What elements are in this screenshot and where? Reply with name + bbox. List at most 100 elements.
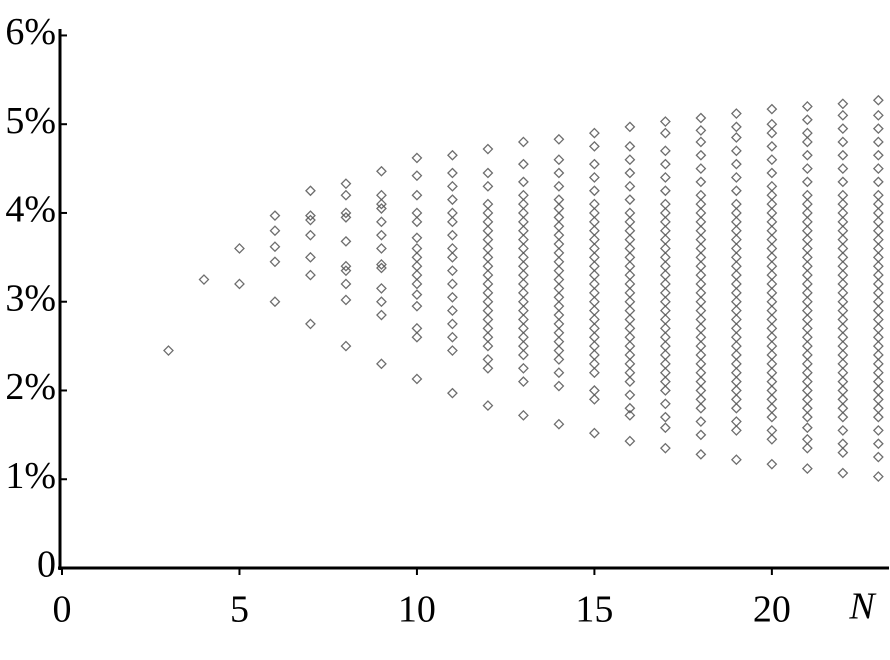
point bbox=[837, 98, 849, 110]
y-tick-label: 0 bbox=[37, 544, 56, 586]
point bbox=[588, 243, 600, 254]
point bbox=[376, 165, 387, 177]
point bbox=[872, 176, 884, 188]
point bbox=[624, 305, 636, 317]
point bbox=[411, 216, 423, 228]
point bbox=[872, 376, 884, 388]
point bbox=[588, 185, 600, 197]
point bbox=[695, 287, 707, 299]
point bbox=[269, 256, 281, 268]
point bbox=[482, 260, 494, 272]
point bbox=[447, 345, 458, 356]
point bbox=[837, 176, 849, 188]
point bbox=[482, 362, 494, 374]
point bbox=[376, 262, 387, 274]
point bbox=[801, 149, 813, 161]
point bbox=[482, 216, 494, 228]
point bbox=[553, 265, 565, 277]
point bbox=[766, 296, 778, 308]
point bbox=[659, 358, 671, 370]
point bbox=[766, 243, 778, 254]
point bbox=[376, 203, 387, 214]
point bbox=[447, 278, 458, 290]
point bbox=[730, 349, 742, 361]
point bbox=[305, 251, 316, 263]
point bbox=[624, 234, 636, 246]
point bbox=[482, 400, 494, 411]
point bbox=[695, 216, 707, 228]
point bbox=[482, 287, 494, 299]
point bbox=[624, 322, 636, 334]
point bbox=[659, 331, 671, 343]
point bbox=[553, 256, 565, 268]
point bbox=[198, 274, 210, 285]
point bbox=[837, 189, 849, 201]
point bbox=[624, 349, 636, 361]
point bbox=[695, 278, 707, 290]
point bbox=[659, 145, 671, 157]
point bbox=[695, 251, 707, 263]
point bbox=[447, 331, 458, 343]
point bbox=[837, 358, 849, 370]
point bbox=[837, 278, 849, 290]
point bbox=[482, 143, 494, 155]
point bbox=[588, 367, 600, 379]
point bbox=[730, 269, 742, 281]
point bbox=[730, 385, 742, 396]
point bbox=[305, 229, 316, 241]
point bbox=[801, 207, 813, 219]
point bbox=[801, 433, 813, 445]
point bbox=[766, 207, 778, 219]
point bbox=[872, 243, 884, 254]
point bbox=[411, 278, 423, 290]
point bbox=[553, 133, 565, 145]
point bbox=[553, 327, 565, 339]
point bbox=[801, 411, 813, 423]
point bbox=[730, 305, 742, 317]
point bbox=[837, 216, 849, 228]
point bbox=[801, 234, 813, 246]
point bbox=[517, 331, 529, 343]
point bbox=[766, 367, 778, 379]
point bbox=[766, 278, 778, 290]
point bbox=[837, 411, 849, 423]
point bbox=[659, 340, 671, 352]
point bbox=[659, 314, 671, 325]
point bbox=[695, 136, 707, 148]
point bbox=[482, 207, 494, 219]
point bbox=[624, 314, 636, 325]
point bbox=[801, 189, 813, 201]
point bbox=[553, 353, 565, 365]
point bbox=[872, 234, 884, 246]
point bbox=[624, 402, 636, 414]
point bbox=[766, 269, 778, 281]
point bbox=[801, 225, 813, 237]
point bbox=[517, 278, 529, 290]
point bbox=[659, 367, 671, 379]
point bbox=[801, 463, 813, 475]
point bbox=[305, 318, 316, 330]
point bbox=[624, 389, 636, 401]
point bbox=[624, 207, 636, 219]
x-tick-label: 10 bbox=[398, 589, 436, 631]
point bbox=[624, 331, 636, 343]
point bbox=[730, 393, 742, 405]
point bbox=[624, 296, 636, 308]
point bbox=[766, 260, 778, 272]
point bbox=[837, 123, 849, 135]
point bbox=[659, 296, 671, 308]
point bbox=[411, 152, 423, 164]
point bbox=[872, 225, 884, 237]
point bbox=[553, 220, 565, 232]
point bbox=[766, 314, 778, 325]
point bbox=[588, 340, 600, 352]
point bbox=[837, 447, 849, 459]
point bbox=[482, 353, 494, 365]
point bbox=[163, 345, 174, 356]
point bbox=[588, 216, 600, 228]
point bbox=[517, 305, 529, 317]
point bbox=[730, 278, 742, 290]
point bbox=[872, 216, 884, 228]
point bbox=[872, 367, 884, 379]
